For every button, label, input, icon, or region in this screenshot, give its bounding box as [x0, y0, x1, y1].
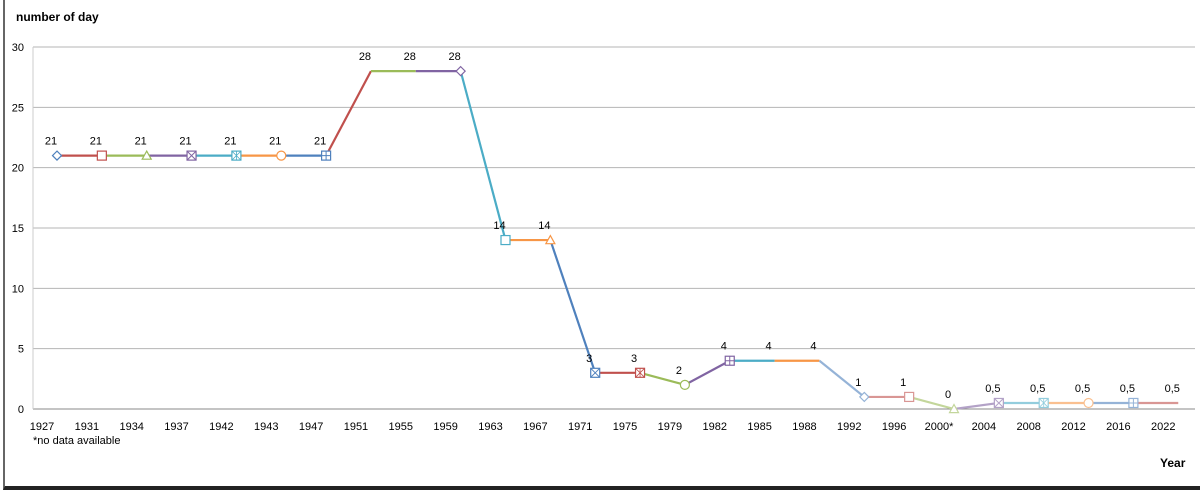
- x-tick-label: 1959: [433, 421, 457, 433]
- x-marker-cross: [186, 150, 197, 161]
- data-label: 3: [631, 353, 637, 365]
- x-tick-label: 2016: [1106, 421, 1130, 433]
- y-tick-label: 20: [12, 163, 24, 175]
- triangle-marker: [141, 149, 153, 160]
- plus-marker-lines: [725, 356, 735, 366]
- data-label: 21: [45, 136, 57, 148]
- data-label: 21: [314, 136, 326, 148]
- x-marker-cross: [590, 367, 601, 378]
- series-segment: [639, 371, 686, 386]
- data-label: 14: [538, 220, 550, 232]
- data-label: 3: [586, 353, 592, 365]
- data-label: 0,5: [1120, 383, 1135, 395]
- data-label: 1: [900, 377, 906, 389]
- diamond-marker: [51, 150, 63, 161]
- x-tick-label: 2012: [1061, 421, 1085, 433]
- data-label: 28: [359, 51, 371, 63]
- series-segment: [953, 401, 999, 411]
- x-tick-label: 2004: [972, 421, 996, 433]
- x-tick-label: 1971: [568, 421, 592, 433]
- series-segment: [684, 359, 731, 386]
- x-tick-label: 1955: [389, 421, 413, 433]
- data-label: 28: [404, 51, 416, 63]
- plus-marker-lines: [321, 151, 331, 161]
- x-tick-label: 1988: [792, 421, 816, 433]
- chart-frame: [3, 0, 1200, 490]
- diamond-marker: [455, 65, 466, 77]
- data-label: 21: [224, 136, 236, 148]
- x-tick-label: 1947: [299, 421, 323, 433]
- plus-marker-lines: [1128, 398, 1138, 408]
- footnote: *no data available: [33, 435, 121, 447]
- x-tick-label: 1937: [164, 421, 188, 433]
- x-tick-label: 1967: [523, 421, 547, 433]
- y-tick-label: 10: [12, 283, 24, 295]
- data-label: 4: [721, 341, 727, 353]
- x-tick-label: 1963: [478, 421, 502, 433]
- x-tick-label: 1943: [254, 421, 278, 433]
- circle-marker: [276, 150, 287, 161]
- data-label: 0,5: [1165, 383, 1180, 395]
- data-label: 1: [855, 377, 861, 389]
- series-segment: [908, 395, 955, 411]
- star-marker-lines: [635, 368, 645, 378]
- data-label: 21: [269, 136, 281, 148]
- x-tick-label: 1979: [658, 421, 682, 433]
- data-label: 21: [90, 136, 102, 148]
- series-segment: [549, 239, 597, 374]
- data-label: 0,5: [1030, 383, 1045, 395]
- x-tick-label: 1992: [837, 421, 861, 433]
- data-label: 0,5: [985, 383, 1000, 395]
- x-marker-cross: [993, 398, 1004, 408]
- x-tick-label: 1942: [209, 421, 233, 433]
- series-segment: [459, 70, 507, 241]
- x-tick-label: 2008: [1016, 421, 1040, 433]
- square-marker: [500, 234, 511, 246]
- square-marker: [96, 150, 107, 161]
- data-label: 0: [945, 389, 951, 401]
- y-tick-label: 25: [12, 102, 24, 114]
- triangle-marker: [948, 403, 960, 414]
- x-tick-label: 1951: [344, 421, 368, 433]
- series-segment: [818, 359, 865, 398]
- data-label: 0,5: [1075, 383, 1090, 395]
- circle-marker: [1083, 397, 1094, 409]
- y-tick-label: 30: [12, 42, 24, 54]
- x-tick-label: 1931: [75, 421, 99, 433]
- data-label: 4: [810, 341, 816, 353]
- x-axis-title: Year: [1160, 456, 1186, 470]
- y-tick-label: 15: [12, 223, 24, 235]
- data-label: 21: [135, 136, 147, 148]
- x-tick-label: 2022: [1151, 421, 1175, 433]
- y-tick-label: 5: [18, 344, 24, 356]
- x-tick-label: 1996: [882, 421, 906, 433]
- x-tick-label: 1975: [613, 421, 637, 433]
- star-marker-lines: [231, 150, 242, 161]
- x-tick-label: 1927: [30, 421, 54, 433]
- data-label: 4: [766, 341, 772, 353]
- star-marker-lines: [1038, 398, 1049, 408]
- data-label: 28: [449, 51, 461, 63]
- data-label: 14: [493, 220, 505, 232]
- x-tick-label: 1934: [119, 421, 143, 433]
- circle-marker: [679, 379, 691, 390]
- x-tick-label: 1982: [703, 421, 727, 433]
- y-axis-title: number of day: [16, 10, 99, 24]
- square-marker: [904, 391, 915, 403]
- diamond-marker: [858, 391, 870, 403]
- triangle-marker: [544, 234, 556, 245]
- y-tick-label: 0: [18, 404, 24, 416]
- series-segment: [325, 70, 372, 157]
- x-tick-label: 1985: [747, 421, 771, 433]
- x-tick-label: 2000*: [925, 421, 954, 433]
- data-label: 2: [676, 365, 682, 377]
- data-label: 21: [179, 136, 191, 148]
